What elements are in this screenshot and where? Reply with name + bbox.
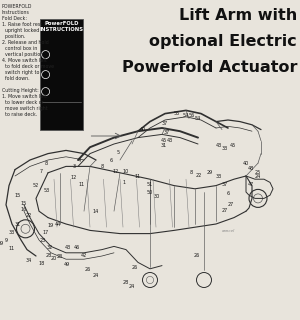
- Text: 31: 31: [160, 143, 166, 148]
- Text: 11: 11: [135, 173, 141, 179]
- Text: 28: 28: [46, 253, 52, 258]
- Text: 40: 40: [242, 161, 248, 166]
- Text: optional Electric: optional Electric: [149, 34, 297, 49]
- Text: 27: 27: [221, 208, 227, 213]
- Text: 29: 29: [207, 170, 213, 175]
- Text: 8: 8: [190, 170, 193, 175]
- Text: 51: 51: [146, 182, 152, 188]
- Text: 43: 43: [64, 244, 70, 250]
- Text: 18: 18: [39, 260, 45, 266]
- Text: 55: 55: [174, 111, 180, 116]
- Text: 27: 27: [227, 202, 233, 207]
- Text: 30: 30: [154, 194, 160, 199]
- Text: 32: 32: [46, 244, 52, 250]
- Text: 40: 40: [140, 127, 146, 132]
- Text: 9: 9: [5, 238, 8, 243]
- Text: 10: 10: [123, 169, 129, 174]
- Text: 59: 59: [0, 241, 4, 246]
- Text: Lift Arm with: Lift Arm with: [179, 8, 297, 23]
- Text: 23: 23: [40, 238, 46, 243]
- Text: 50: 50: [146, 190, 152, 195]
- Text: 49: 49: [64, 261, 70, 267]
- Text: 34: 34: [26, 258, 32, 263]
- Text: POWERFOLD
Instructions
Fold Deck:
1. Raise foot rest to
  upright locked
  posit: POWERFOLD Instructions Fold Deck: 1. Rai…: [2, 4, 54, 117]
- Text: 12: 12: [112, 169, 118, 174]
- Text: 53: 53: [44, 188, 50, 193]
- Text: 26: 26: [194, 253, 200, 258]
- Text: Powerfold Actuator: Powerfold Actuator: [122, 60, 297, 75]
- Text: 43: 43: [167, 138, 172, 143]
- Bar: [40, 19, 83, 130]
- Text: 7: 7: [40, 169, 43, 174]
- Text: 37: 37: [162, 121, 168, 126]
- Text: 37: 37: [221, 182, 227, 188]
- Text: 8: 8: [100, 164, 103, 169]
- Text: 24: 24: [254, 174, 260, 179]
- Text: 6: 6: [110, 157, 112, 163]
- Text: 14: 14: [92, 209, 98, 214]
- Text: 47: 47: [248, 182, 254, 188]
- Text: 31: 31: [14, 221, 20, 227]
- Text: 43: 43: [216, 143, 222, 148]
- Text: 15: 15: [20, 201, 26, 206]
- Text: 22: 22: [26, 212, 32, 218]
- Text: 3: 3: [73, 164, 76, 169]
- Text: 42: 42: [80, 253, 86, 258]
- Text: 45: 45: [230, 143, 236, 148]
- Text: 33: 33: [222, 146, 228, 151]
- Text: 33: 33: [9, 230, 15, 236]
- Text: 45: 45: [160, 138, 166, 143]
- Text: 19: 19: [47, 223, 53, 228]
- Text: 23: 23: [56, 253, 62, 259]
- Text: 15: 15: [15, 193, 21, 198]
- Text: 26: 26: [131, 265, 137, 270]
- Text: 54: 54: [183, 113, 189, 118]
- Text: 22: 22: [196, 173, 202, 178]
- Text: 52: 52: [32, 183, 38, 188]
- Text: 46: 46: [74, 244, 80, 250]
- Text: 44: 44: [55, 222, 61, 227]
- Text: 12: 12: [70, 175, 76, 180]
- Text: 33: 33: [215, 174, 221, 179]
- Text: cancel: cancel: [222, 229, 235, 233]
- Text: 8: 8: [45, 161, 48, 166]
- Text: 11: 11: [9, 246, 15, 252]
- Text: 28: 28: [122, 280, 128, 285]
- Text: 16: 16: [20, 207, 26, 212]
- Text: 4: 4: [78, 157, 81, 163]
- Text: 25: 25: [254, 170, 260, 175]
- Text: PowerFOLD
INSTRUCTIONS: PowerFOLD INSTRUCTIONS: [39, 21, 83, 32]
- Text: 37: 37: [164, 130, 169, 135]
- Text: 54: 54: [195, 116, 201, 121]
- Text: 56: 56: [189, 113, 195, 118]
- Text: 1: 1: [123, 180, 126, 185]
- Text: 5: 5: [117, 149, 120, 155]
- Text: 24: 24: [92, 273, 98, 278]
- Text: 24: 24: [129, 284, 135, 289]
- Text: 17: 17: [43, 230, 49, 236]
- Text: 20: 20: [51, 256, 57, 261]
- Text: 11: 11: [79, 181, 85, 187]
- Text: 6: 6: [226, 191, 230, 196]
- Text: 26: 26: [85, 267, 91, 272]
- Text: 48: 48: [248, 166, 254, 172]
